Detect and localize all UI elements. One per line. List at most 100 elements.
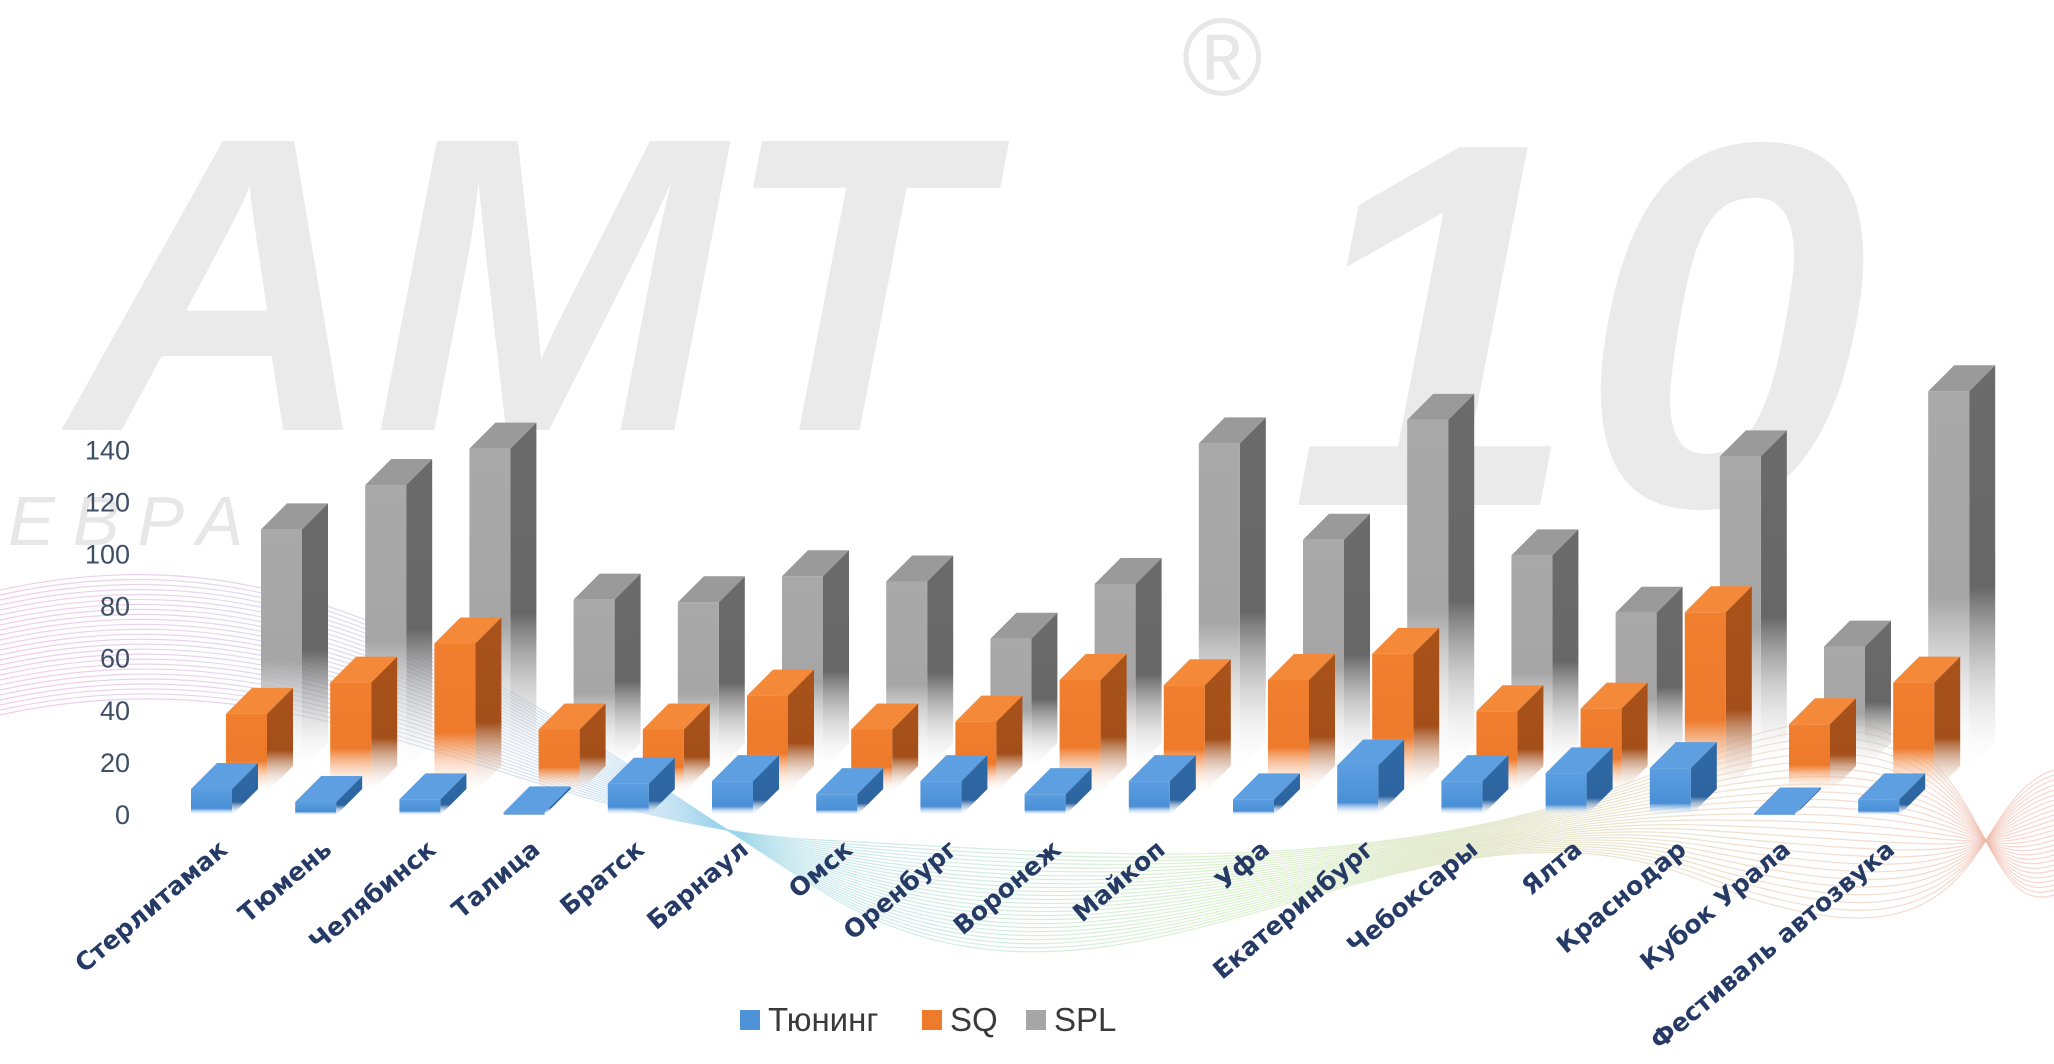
bar-front (1268, 679, 1309, 792)
bar-front (1441, 781, 1483, 815)
bar-front (503, 812, 545, 815)
bar-top (1128, 755, 1196, 782)
bar-top (1407, 393, 1475, 420)
bar-top (1580, 682, 1648, 709)
bar-SPL-Фестиваль автозвука (1928, 365, 1996, 769)
bar-Тюнинг-Барнаул (712, 755, 779, 815)
bar-Тюнинг-Фестиваль автозвука (1858, 773, 1926, 815)
bar-top (1372, 627, 1440, 654)
bar-side (1586, 747, 1613, 815)
legend-item-Тюнинг: Тюнинг (740, 1001, 878, 1038)
bar-side (1830, 698, 1856, 792)
bar-side (1378, 739, 1405, 815)
bar-top (1476, 685, 1544, 712)
bar-SQ-Тюмень (330, 656, 398, 792)
bar-side (1795, 787, 1821, 815)
bar-front (1024, 794, 1066, 815)
bar-top (1824, 620, 1891, 647)
bar-side (1656, 586, 1683, 769)
bar-SPL-Стерлитамак (261, 503, 328, 769)
bar-Тюнинг-Воронеж (1024, 768, 1092, 815)
bar-side (371, 656, 398, 792)
bar-side (927, 555, 954, 769)
bar-side (1899, 773, 1926, 815)
bar-side (892, 703, 919, 792)
watermark-subtitle: ЕВРА (8, 482, 261, 560)
bar-top (1615, 586, 1683, 613)
x-tick-label: Барнаул (641, 834, 754, 935)
bar-side (823, 550, 849, 769)
bar-side (1135, 558, 1162, 769)
bar-top (1684, 586, 1752, 613)
background-watermark: AMT 10 ® ЕВРА (8, 0, 1868, 616)
bar-side (302, 503, 328, 769)
bar-top (712, 755, 779, 782)
bar-top (1928, 365, 1996, 392)
bar-top (782, 550, 849, 577)
bar-top (1858, 773, 1926, 800)
legend-label: SQ (950, 1001, 998, 1038)
bar-top (399, 773, 467, 800)
bar-top (747, 669, 814, 696)
bar-top (642, 703, 710, 730)
bar-SQ-Кубок Урала (1789, 698, 1856, 792)
bar-SQ-Фестиваль автозвука (1893, 656, 1961, 792)
bar-side (788, 669, 814, 792)
bar-SQ-Талица (538, 703, 606, 792)
bar-top (1268, 653, 1335, 680)
bar-SQ-Майкоп (1163, 659, 1231, 792)
bar-top (538, 703, 606, 730)
y-tick-label: 120 (85, 487, 130, 517)
bar-side (961, 755, 988, 815)
bar-front (1337, 765, 1379, 815)
legend-label: SPL (1054, 1001, 1116, 1038)
bar-Тюнинг-Майкоп (1128, 755, 1196, 815)
y-tick-label: 60 (100, 644, 130, 674)
bar-side (406, 459, 433, 769)
bar-side (1031, 612, 1058, 769)
bar-side (996, 695, 1023, 792)
bar-side (544, 786, 571, 815)
bar-Тюнинг-Краснодар (1649, 742, 1717, 815)
bar-side (753, 755, 779, 815)
bar-front (1858, 799, 1900, 815)
x-tick-label: Ялта (1516, 834, 1587, 901)
bar-top (1893, 656, 1961, 683)
bar-side (857, 768, 884, 815)
bar-Тюнинг-Челябинск (399, 773, 467, 815)
bar-Тюнинг-Уфа (1233, 773, 1300, 815)
bar-side (475, 617, 502, 792)
y-tick-label: 0 (115, 800, 130, 830)
bar-SQ-Челябинск (434, 617, 502, 792)
y-tick-label: 100 (85, 540, 130, 570)
bar-front (1545, 773, 1587, 815)
bar-top (955, 695, 1023, 722)
bar-top (1441, 755, 1509, 782)
bar-side (1100, 653, 1127, 792)
y-tick-label: 40 (100, 696, 130, 726)
bar-side (336, 775, 363, 815)
bar-side (683, 703, 710, 792)
legend-item-SQ: SQ (922, 1001, 998, 1038)
bar-top (1303, 513, 1370, 540)
bar-side (1448, 393, 1475, 769)
bar-side (1552, 529, 1579, 769)
bar-top (191, 762, 258, 789)
bar-side (1760, 430, 1787, 769)
bar-side (1934, 656, 1961, 792)
x-tick-label: Стерлитамак (69, 834, 233, 978)
legend-label: Тюнинг (768, 1001, 878, 1038)
legend-item-SPL: SPL (1026, 1001, 1116, 1038)
x-tick-label: Талица (446, 834, 545, 924)
bar-top (1719, 430, 1787, 457)
bar-front (816, 794, 858, 815)
bar-top (1163, 659, 1231, 686)
bar-Тюнинг-Стерлитамак (191, 762, 258, 815)
bar-side (1239, 417, 1266, 769)
bar-front (1233, 799, 1274, 815)
bar-side (1344, 513, 1370, 769)
bar-top (816, 768, 884, 795)
bar-front (920, 781, 962, 815)
